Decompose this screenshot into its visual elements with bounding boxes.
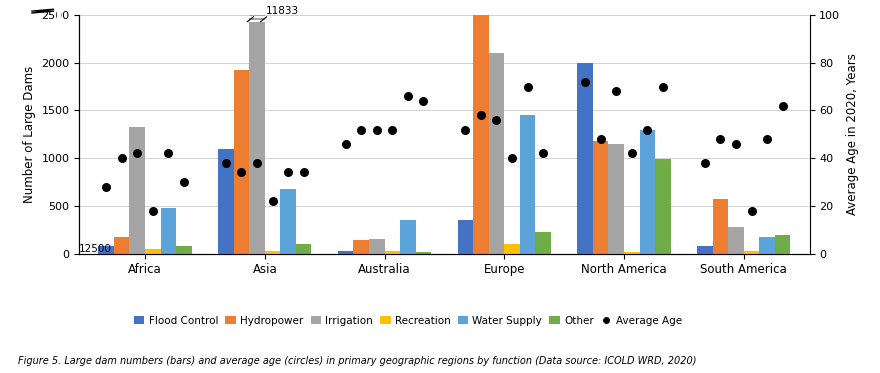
Legend: Flood Control, Hydropower, Irrigation, Recreation, Water Supply, Other, Average : Flood Control, Hydropower, Irrigation, R… [130, 311, 686, 330]
Point [266, 198, 280, 204]
Point [744, 208, 759, 214]
Bar [728, 228, 744, 254]
Point [698, 160, 712, 166]
Point [401, 93, 415, 99]
Point [416, 98, 430, 104]
Bar [354, 240, 369, 254]
Bar [488, 53, 504, 254]
Point [594, 136, 608, 142]
Y-axis label: Number of Large Dams: Number of Large Dams [23, 66, 36, 203]
Bar [775, 235, 790, 254]
Bar [593, 141, 608, 254]
Bar [114, 237, 129, 254]
Bar [296, 244, 312, 254]
Point [130, 150, 144, 156]
Bar [161, 208, 176, 254]
Bar [400, 220, 415, 254]
Point [219, 160, 233, 166]
Bar [655, 159, 671, 254]
Point [641, 126, 655, 132]
Point [234, 169, 248, 175]
Point [177, 179, 191, 185]
Bar [338, 251, 354, 254]
Point [458, 126, 473, 132]
Bar [520, 115, 535, 254]
Bar [759, 237, 775, 254]
Point [609, 88, 623, 94]
Point [99, 184, 114, 190]
Bar [608, 144, 624, 254]
Bar [504, 244, 520, 254]
Point [714, 136, 728, 142]
Point [760, 136, 774, 142]
Point [489, 117, 503, 123]
Bar [265, 251, 281, 254]
Bar [281, 189, 296, 254]
Point [656, 84, 670, 90]
Bar [218, 148, 234, 254]
Bar [744, 251, 759, 254]
Y-axis label: Average Age in 2020, Years: Average Age in 2020, Years [846, 53, 859, 215]
Point [474, 112, 488, 118]
Bar [234, 70, 249, 254]
Bar [458, 220, 473, 254]
Bar [624, 252, 640, 254]
Bar [369, 239, 385, 254]
Point [354, 126, 368, 132]
Bar [713, 199, 728, 254]
Point [729, 141, 743, 147]
Point [578, 79, 592, 85]
Point [521, 84, 535, 90]
Bar [129, 127, 145, 254]
Text: 12500: 12500 [79, 244, 112, 254]
Bar [176, 247, 192, 254]
Bar [473, 0, 488, 254]
Text: Figure 5. Large dam numbers (bars) and average age (circles) in primary geograph: Figure 5. Large dam numbers (bars) and a… [18, 355, 696, 366]
Point [297, 169, 311, 175]
Point [505, 155, 519, 161]
Bar [99, 247, 114, 254]
Point [775, 103, 789, 109]
Bar [249, 15, 265, 254]
Bar [535, 232, 551, 254]
Bar [385, 251, 400, 254]
Point [161, 150, 175, 156]
Point [250, 160, 264, 166]
Point [370, 126, 384, 132]
Point [114, 155, 128, 161]
Bar [640, 129, 655, 254]
Bar [415, 252, 431, 254]
Point [339, 141, 353, 147]
Point [281, 169, 295, 175]
Point [146, 208, 160, 214]
Bar [577, 63, 593, 254]
Text: 11833: 11833 [266, 6, 299, 16]
Point [625, 150, 639, 156]
Point [385, 126, 400, 132]
Bar [145, 249, 161, 254]
Point [536, 150, 550, 156]
Bar [697, 247, 713, 254]
